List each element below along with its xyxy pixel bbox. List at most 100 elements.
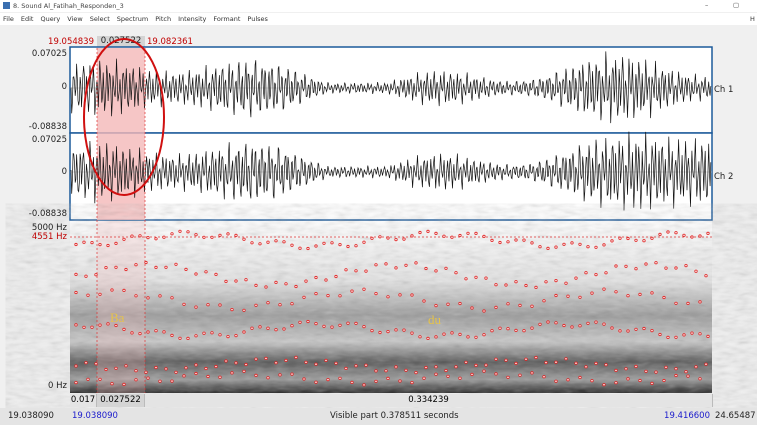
formant-dot <box>314 244 318 248</box>
formant-dot <box>338 243 342 247</box>
formant-dot <box>402 237 406 241</box>
formant-dot <box>398 293 402 297</box>
formant-dot <box>264 285 268 289</box>
formant-dot <box>194 233 198 237</box>
time-segment[interactable]: 0.027522 <box>97 394 145 407</box>
menu-item[interactable]: Select <box>89 15 110 23</box>
formant-dot <box>158 294 162 298</box>
formant-dot <box>306 246 310 251</box>
formant-dot <box>378 235 382 239</box>
formant-dot <box>654 261 658 265</box>
formant-dot <box>554 293 558 298</box>
formant-dot <box>564 281 568 285</box>
menu-item[interactable]: Pulses <box>247 15 268 23</box>
formant-dot <box>566 294 570 298</box>
formant-dot <box>304 279 308 283</box>
formant-dot <box>282 240 286 244</box>
formant-dot <box>134 369 138 373</box>
formant-dot <box>694 365 698 369</box>
formant-dot <box>624 264 628 268</box>
visible-start[interactable]: 19.038090 <box>72 411 118 421</box>
formant-dot <box>442 234 446 238</box>
menu-item[interactable]: H <box>750 15 755 23</box>
formant-dot <box>642 326 646 331</box>
menu-item[interactable]: Spectrum <box>116 15 149 23</box>
formant-dot <box>602 322 606 326</box>
formant-dot <box>524 283 528 288</box>
menu-item[interactable]: Formant <box>213 15 241 23</box>
formant-dot <box>564 357 568 361</box>
visible-part[interactable]: Visible part 0.378511 seconds <box>330 411 459 421</box>
formant-dot <box>82 240 86 244</box>
menu-item[interactable]: Pitch <box>155 15 172 23</box>
formant-dot <box>538 245 542 249</box>
formant-dot <box>164 367 168 371</box>
formant-dot <box>530 241 534 245</box>
time-segment[interactable]: 0.017 <box>70 394 97 407</box>
formant-dot <box>684 263 688 268</box>
formant-dot <box>634 267 638 271</box>
formant-dot <box>484 363 488 367</box>
visible-end[interactable]: 19.416600 <box>664 411 710 421</box>
formant-dot <box>290 372 294 376</box>
menu-item[interactable]: Edit <box>20 15 34 23</box>
menu-item[interactable]: File <box>3 15 14 23</box>
menu-item[interactable]: Intensity <box>178 15 207 23</box>
formant-dot <box>284 358 288 362</box>
formant-dot <box>218 375 222 379</box>
formant-dot <box>690 235 694 239</box>
formant-dot <box>146 376 150 380</box>
formant-dot <box>494 305 498 309</box>
formant-dot <box>586 245 590 249</box>
formant-dot <box>494 357 498 361</box>
formant-dot <box>298 246 302 250</box>
menu-item[interactable]: View <box>67 15 83 23</box>
formant-dot <box>324 278 328 282</box>
formant-dot <box>94 273 98 277</box>
formant-dot <box>394 328 398 332</box>
formant-dot <box>614 264 618 268</box>
time-segment[interactable]: 0.334239 <box>145 394 713 407</box>
formant-dot <box>354 321 358 325</box>
formant-dot <box>346 321 350 325</box>
formant-dot <box>434 335 438 339</box>
formant-dot <box>282 327 286 331</box>
formant-dot <box>274 328 278 332</box>
formant-dot <box>304 360 308 364</box>
formant-dot <box>666 230 670 234</box>
formant-dot <box>98 377 102 381</box>
window-end[interactable]: 24.65487 <box>715 411 756 421</box>
formant-dot <box>250 326 254 330</box>
formant-dot <box>474 335 478 339</box>
formant-dot <box>170 333 174 337</box>
formant-dot <box>398 379 402 383</box>
maximize-button[interactable]: ▢ <box>733 1 740 9</box>
formant-dot <box>124 364 128 368</box>
formant-dot <box>674 373 678 378</box>
formant-dot <box>458 233 462 238</box>
formant-dot <box>602 243 606 247</box>
menu-item[interactable]: Query <box>40 15 61 23</box>
channel-1-label[interactable]: Ch 1 <box>714 85 734 95</box>
formant-dot <box>134 378 138 382</box>
formant-dot <box>362 240 366 244</box>
formant-dot <box>178 336 182 340</box>
formant-dot <box>434 231 438 235</box>
minimize-button[interactable]: – <box>705 1 709 9</box>
formant-dot <box>674 231 678 235</box>
formant-dot <box>264 356 268 360</box>
formant-dot <box>506 375 510 379</box>
formant-dot <box>274 361 278 365</box>
formant-dot <box>314 380 318 384</box>
formant-dot <box>184 366 188 370</box>
formant-dot <box>138 331 142 336</box>
formant-dot <box>204 270 208 274</box>
window-start[interactable]: 19.038090 <box>8 411 54 421</box>
formant-dot <box>234 233 238 237</box>
formant-dot <box>374 379 378 383</box>
formant-dot <box>254 303 258 307</box>
window-title: 8. Sound Al_Fatihah_Responden_3 <box>13 2 124 10</box>
channel-2-label[interactable]: Ch 2 <box>714 172 734 182</box>
formant-dot <box>314 321 318 326</box>
